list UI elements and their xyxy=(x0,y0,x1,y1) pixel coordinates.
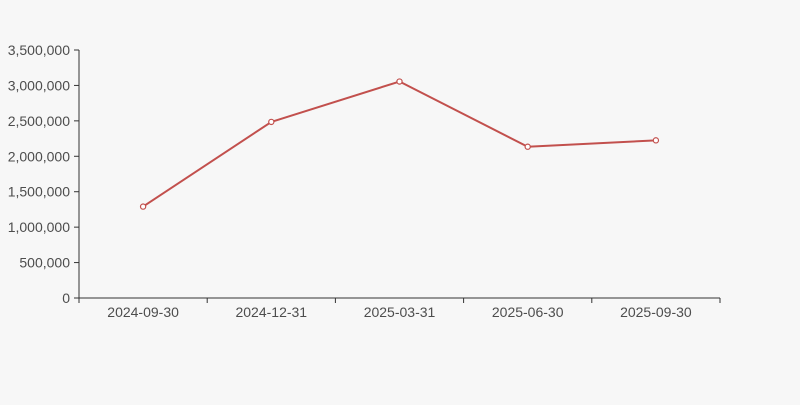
x-axis-tick-label: 2025-06-30 xyxy=(492,304,564,320)
y-axis-tick-label: 2,000,000 xyxy=(8,148,70,164)
x-axis-tick-label: 2024-09-30 xyxy=(107,304,179,320)
y-axis-tick-label: 0 xyxy=(62,290,70,306)
data-point-marker[interactable] xyxy=(396,78,403,85)
y-axis-tick-label: 2,500,000 xyxy=(8,113,70,129)
y-axis-tick-label: 1,500,000 xyxy=(8,184,70,200)
y-axis-tick-label: 1,000,000 xyxy=(8,219,70,235)
y-axis-tick-label: 500,000 xyxy=(19,255,70,271)
y-axis-tick-label: 3,500,000 xyxy=(8,42,70,58)
data-point-marker[interactable] xyxy=(268,118,275,126)
x-axis-tick-label: 2024-12-31 xyxy=(235,304,307,320)
y-axis-tick-label: 3,000,000 xyxy=(8,77,70,93)
line-series xyxy=(142,80,657,208)
x-axis-tick-label: 2025-03-31 xyxy=(364,304,436,320)
data-point-marker[interactable] xyxy=(524,143,531,150)
data-point-marker[interactable] xyxy=(139,203,147,210)
data-point-marker[interactable] xyxy=(652,137,660,144)
x-axis-tick-label: 2025-09-30 xyxy=(620,304,692,320)
